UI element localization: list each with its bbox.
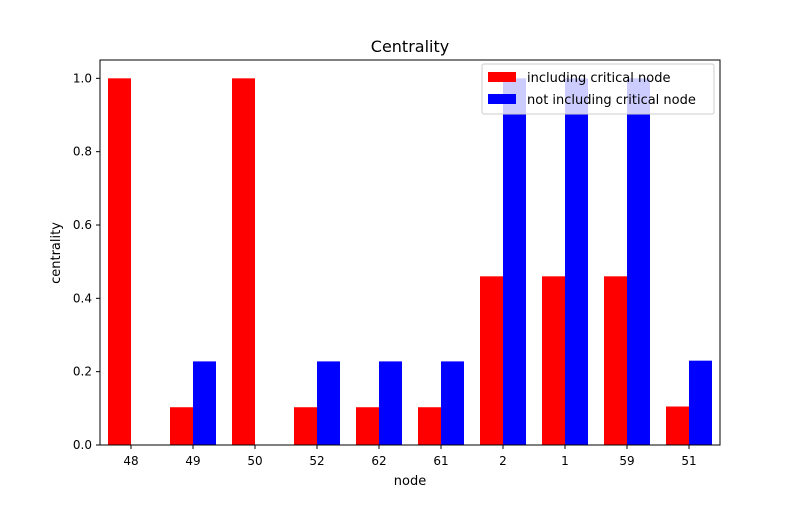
bar-including-critical-node-50 — [232, 78, 255, 445]
y-tick-label: 1.0 — [73, 71, 92, 85]
legend: including critical node not including cr… — [481, 63, 715, 115]
bar-not-including-critical-node-49 — [193, 361, 216, 445]
x-tick-label: 2 — [499, 454, 507, 468]
legend-label-including-critical-node: including critical node — [527, 71, 670, 86]
legend-swatch-including-critical-node — [488, 72, 516, 82]
y-tick-label: 0.8 — [73, 145, 92, 159]
x-tick-label: 59 — [619, 454, 634, 468]
bar-not-including-critical-node-51 — [689, 360, 712, 445]
y-tick-label: 0.0 — [73, 438, 92, 452]
bar-not-including-critical-node-62 — [379, 361, 402, 445]
bar-including-critical-node-51 — [666, 406, 689, 445]
y-tick-label: 0.4 — [73, 291, 92, 305]
x-tick-label: 61 — [433, 454, 448, 468]
x-tick-label: 52 — [309, 454, 324, 468]
bar-including-critical-node-59 — [604, 276, 627, 445]
axes-layer: 48 49 50 52 62 61 2 1 59 51 0.0 0.2 0.4 0.6 0.8 1.0 — [73, 59, 721, 468]
bar-including-critical-node-52 — [294, 407, 317, 445]
bar-including-critical-node-61 — [418, 407, 441, 445]
x-tick-label: 51 — [681, 454, 696, 468]
x-tick-label: 49 — [185, 454, 200, 468]
x-axis-label: node — [394, 474, 426, 489]
x-tick-label: 48 — [123, 454, 138, 468]
x-tick-label: 62 — [371, 454, 386, 468]
bar-not-including-critical-node-59 — [627, 78, 650, 445]
bar-not-including-critical-node-2 — [503, 78, 526, 445]
bar-not-including-critical-node-61 — [441, 361, 464, 445]
legend-frame — [481, 63, 715, 115]
bar-including-critical-node-2 — [480, 276, 503, 445]
bar-including-critical-node-62 — [356, 407, 379, 445]
legend-label-not-including-critical-node: not including critical node — [527, 93, 696, 108]
y-tick-label: 0.2 — [73, 365, 92, 379]
chart-title: Centrality — [371, 37, 449, 56]
x-tick-label: 50 — [247, 454, 262, 468]
y-axis-label: centrality — [49, 222, 64, 284]
bar-including-critical-node-1 — [542, 276, 565, 445]
bars-layer — [108, 78, 712, 445]
bar-including-critical-node-48 — [108, 78, 131, 445]
x-tick-label: 1 — [561, 454, 569, 468]
legend-swatch-not-including-critical-node — [488, 94, 516, 104]
bar-not-including-critical-node-1 — [565, 78, 588, 445]
plot-frame — [99, 59, 721, 446]
bar-not-including-critical-node-52 — [317, 361, 340, 445]
y-tick-label: 0.6 — [73, 218, 92, 232]
bar-including-critical-node-49 — [170, 407, 193, 445]
